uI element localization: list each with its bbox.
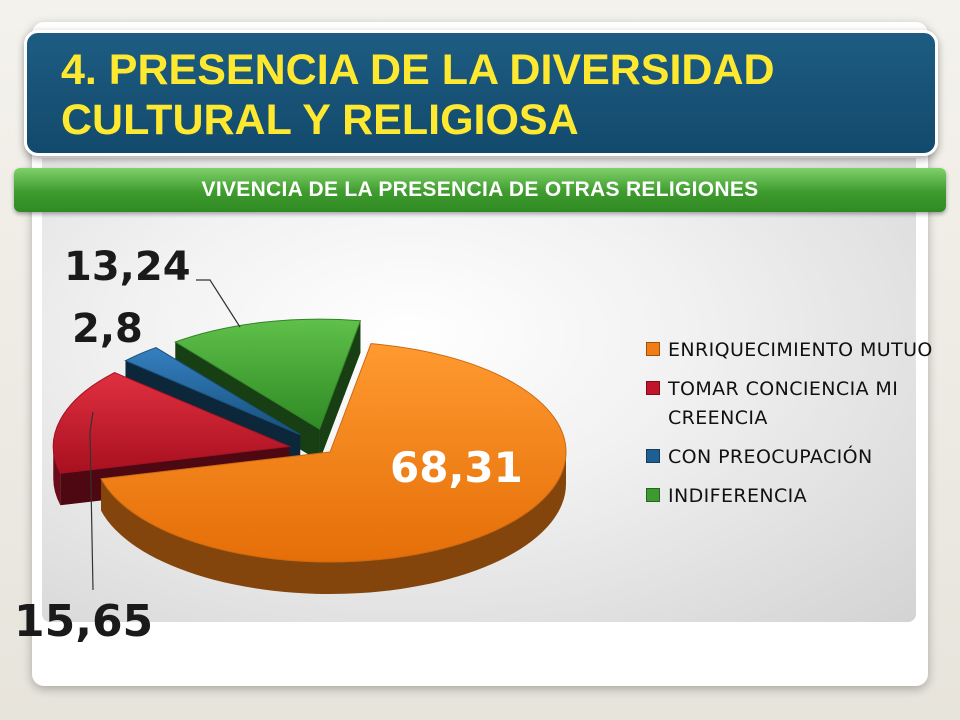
data-label-tomar-conciencia: 15,65 xyxy=(14,596,153,647)
pie-slice-1 xyxy=(52,372,292,474)
legend-label: TOMAR CONCIENCIA MI CREENCIA xyxy=(668,378,899,429)
leader-lines xyxy=(89,279,241,591)
pie-slice-0 xyxy=(100,343,567,563)
title-bar: 4. PRESENCIA DE LA DIVERSIDAD CULTURAL Y… xyxy=(24,30,938,156)
legend-swatch-icon xyxy=(646,449,660,463)
legend-label: INDIFERENCIA xyxy=(668,485,808,507)
legend-item-tomar-conciencia: TOMAR CONCIENCIA MI CREENCIA xyxy=(644,375,944,433)
data-label-indiferencia: 13,24 xyxy=(64,244,191,290)
legend-swatch-icon xyxy=(646,342,660,356)
leader-line-tomar-conciencia xyxy=(89,411,94,591)
pie-slice-2 xyxy=(124,347,301,436)
legend-label: CON PREOCUPACIÓN xyxy=(668,446,873,468)
page-title: 4. PRESENCIA DE LA DIVERSIDAD CULTURAL Y… xyxy=(61,46,775,144)
legend-swatch-icon xyxy=(646,488,660,502)
pie-side-0 xyxy=(101,452,566,594)
legend-item-indiferencia: INDIFERENCIA xyxy=(644,482,944,511)
chart-subtitle: VIVENCIA DE LA PRESENCIA DE OTRAS RELIGI… xyxy=(201,178,759,201)
legend-label: ENRIQUECIMIENTO MUTUO xyxy=(668,339,933,361)
subtitle-banner: VIVENCIA DE LA PRESENCIA DE OTRAS RELIGI… xyxy=(14,168,946,212)
pie-top-faces xyxy=(52,318,567,563)
legend-item-enriquecimiento: ENRIQUECIMIENTO MUTUO xyxy=(644,336,944,365)
legend-item-con-preocupacion: CON PREOCUPACIÓN xyxy=(644,443,944,472)
legend-swatch-icon xyxy=(646,381,660,395)
pie-cut-face-3-1 xyxy=(319,320,361,462)
data-label-enriquecimiento: 68,31 xyxy=(390,443,523,492)
chart-legend: ENRIQUECIMIENTO MUTUO TOMAR CONCIENCIA M… xyxy=(644,336,944,521)
leader-line-indiferencia xyxy=(196,279,241,328)
data-labels: 13,24 2,8 68,31 15,65 xyxy=(14,244,523,647)
data-label-con-preocupacion: 2,8 xyxy=(72,306,143,352)
pie-slice-3 xyxy=(174,318,362,430)
